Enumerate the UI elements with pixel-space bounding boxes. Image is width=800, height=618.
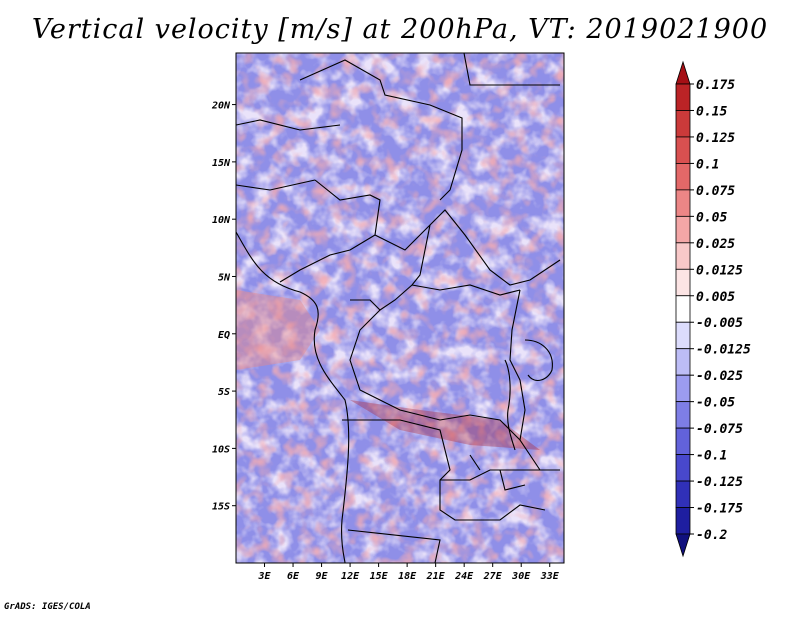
colorbar-segment xyxy=(675,401,691,429)
colorbar-label: 0.075 xyxy=(696,184,735,199)
lon-tick-label: 33E xyxy=(540,571,560,582)
colorbar-label: 0.1 xyxy=(696,157,719,172)
colorbar-segment xyxy=(675,295,691,323)
colorbar-segment xyxy=(675,242,691,270)
colorbar-label: 0.175 xyxy=(696,78,735,93)
lat-tick-label: 15S xyxy=(212,502,230,513)
country-borders xyxy=(236,53,561,563)
lon-tick-label: 18E xyxy=(398,571,417,582)
colorbar-segment xyxy=(675,83,691,111)
southern-ascent-cluster xyxy=(350,400,540,450)
colorbar-label: 0.125 xyxy=(696,131,735,146)
colorbar-top-triangle xyxy=(675,60,691,85)
colorbar-segment xyxy=(675,480,691,508)
ascent-field-texture xyxy=(236,53,564,563)
colorbar-segment xyxy=(675,427,691,455)
lon-tick-label: 30E xyxy=(511,571,531,582)
lon-tick-label: 15E xyxy=(370,571,389,582)
colorbar-label: -0.0125 xyxy=(696,343,751,358)
colorbar-label: -0.2 xyxy=(696,528,727,543)
lat-tick-label: 5S xyxy=(218,387,230,398)
map-frame xyxy=(235,52,565,564)
lon-tick-label: 9E xyxy=(316,571,329,582)
colorbar-label: 0.15 xyxy=(696,104,727,119)
lat-tick-label: EQ xyxy=(218,330,230,341)
lon-tick-label: 3E xyxy=(257,571,271,582)
colorbar-segment xyxy=(675,110,691,138)
lat-tick-label: 20N xyxy=(211,101,231,112)
colorbar-label: 0.025 xyxy=(696,237,735,252)
colorbar-segment xyxy=(675,507,691,535)
chart-title: Vertical velocity [m/s] at 200hPa, VT: 2… xyxy=(31,14,769,45)
map-plot-area xyxy=(235,52,565,564)
colorbar-bottom-triangle xyxy=(675,533,691,558)
latitude-axis: 20N 15N 10N 5N EQ 5S 10S 15S xyxy=(211,101,236,513)
colorbar-segment xyxy=(675,215,691,244)
colorbar-label: -0.1 xyxy=(696,449,727,464)
colorbar-label: -0.175 xyxy=(696,502,743,517)
grads-credit: GrADS: IGES/COLA xyxy=(4,602,91,612)
colorbar-label: 0.0125 xyxy=(696,263,743,278)
colorbar-segment xyxy=(675,454,691,482)
colorbar-segment xyxy=(675,163,691,191)
colorbar-segment xyxy=(675,374,691,403)
lon-tick-label: 27E xyxy=(483,571,503,582)
colorbar-label: -0.025 xyxy=(696,369,743,384)
lon-tick-label: 21E xyxy=(426,571,446,582)
colorbar-label: 0.05 xyxy=(696,210,727,225)
lat-tick-label: 10N xyxy=(212,215,231,226)
coastal-ascent-band xyxy=(236,290,320,370)
lon-tick-label: 12E xyxy=(341,571,360,582)
longitude-axis: 3E 6E 9E 12E 15E 18E 21E 24E 27E 30E 33E xyxy=(257,563,560,582)
colorbar-label: 0.005 xyxy=(696,290,735,305)
colorbar-label: -0.075 xyxy=(696,422,743,437)
colorbar-label: -0.125 xyxy=(696,475,743,490)
colorbar-label: -0.005 xyxy=(696,316,743,331)
colorbar-segment xyxy=(675,136,691,164)
lat-tick-label: 10S xyxy=(212,444,230,455)
colorbar-segment xyxy=(675,189,691,217)
colorbar-segment xyxy=(675,348,691,376)
lat-tick-label: 5N xyxy=(218,272,231,283)
colorbar-segment xyxy=(675,268,691,297)
lon-tick-label: 6E xyxy=(287,571,300,582)
colorbar: 0.175 0.15 0.125 0.1 0.075 0.05 0.025 0.0125 0.0… xyxy=(675,60,751,558)
colorbar-label: -0.05 xyxy=(696,396,735,411)
lat-tick-label: 15N xyxy=(212,158,231,169)
colorbar-segment xyxy=(675,321,691,350)
lon-tick-label: 24E xyxy=(454,571,474,582)
